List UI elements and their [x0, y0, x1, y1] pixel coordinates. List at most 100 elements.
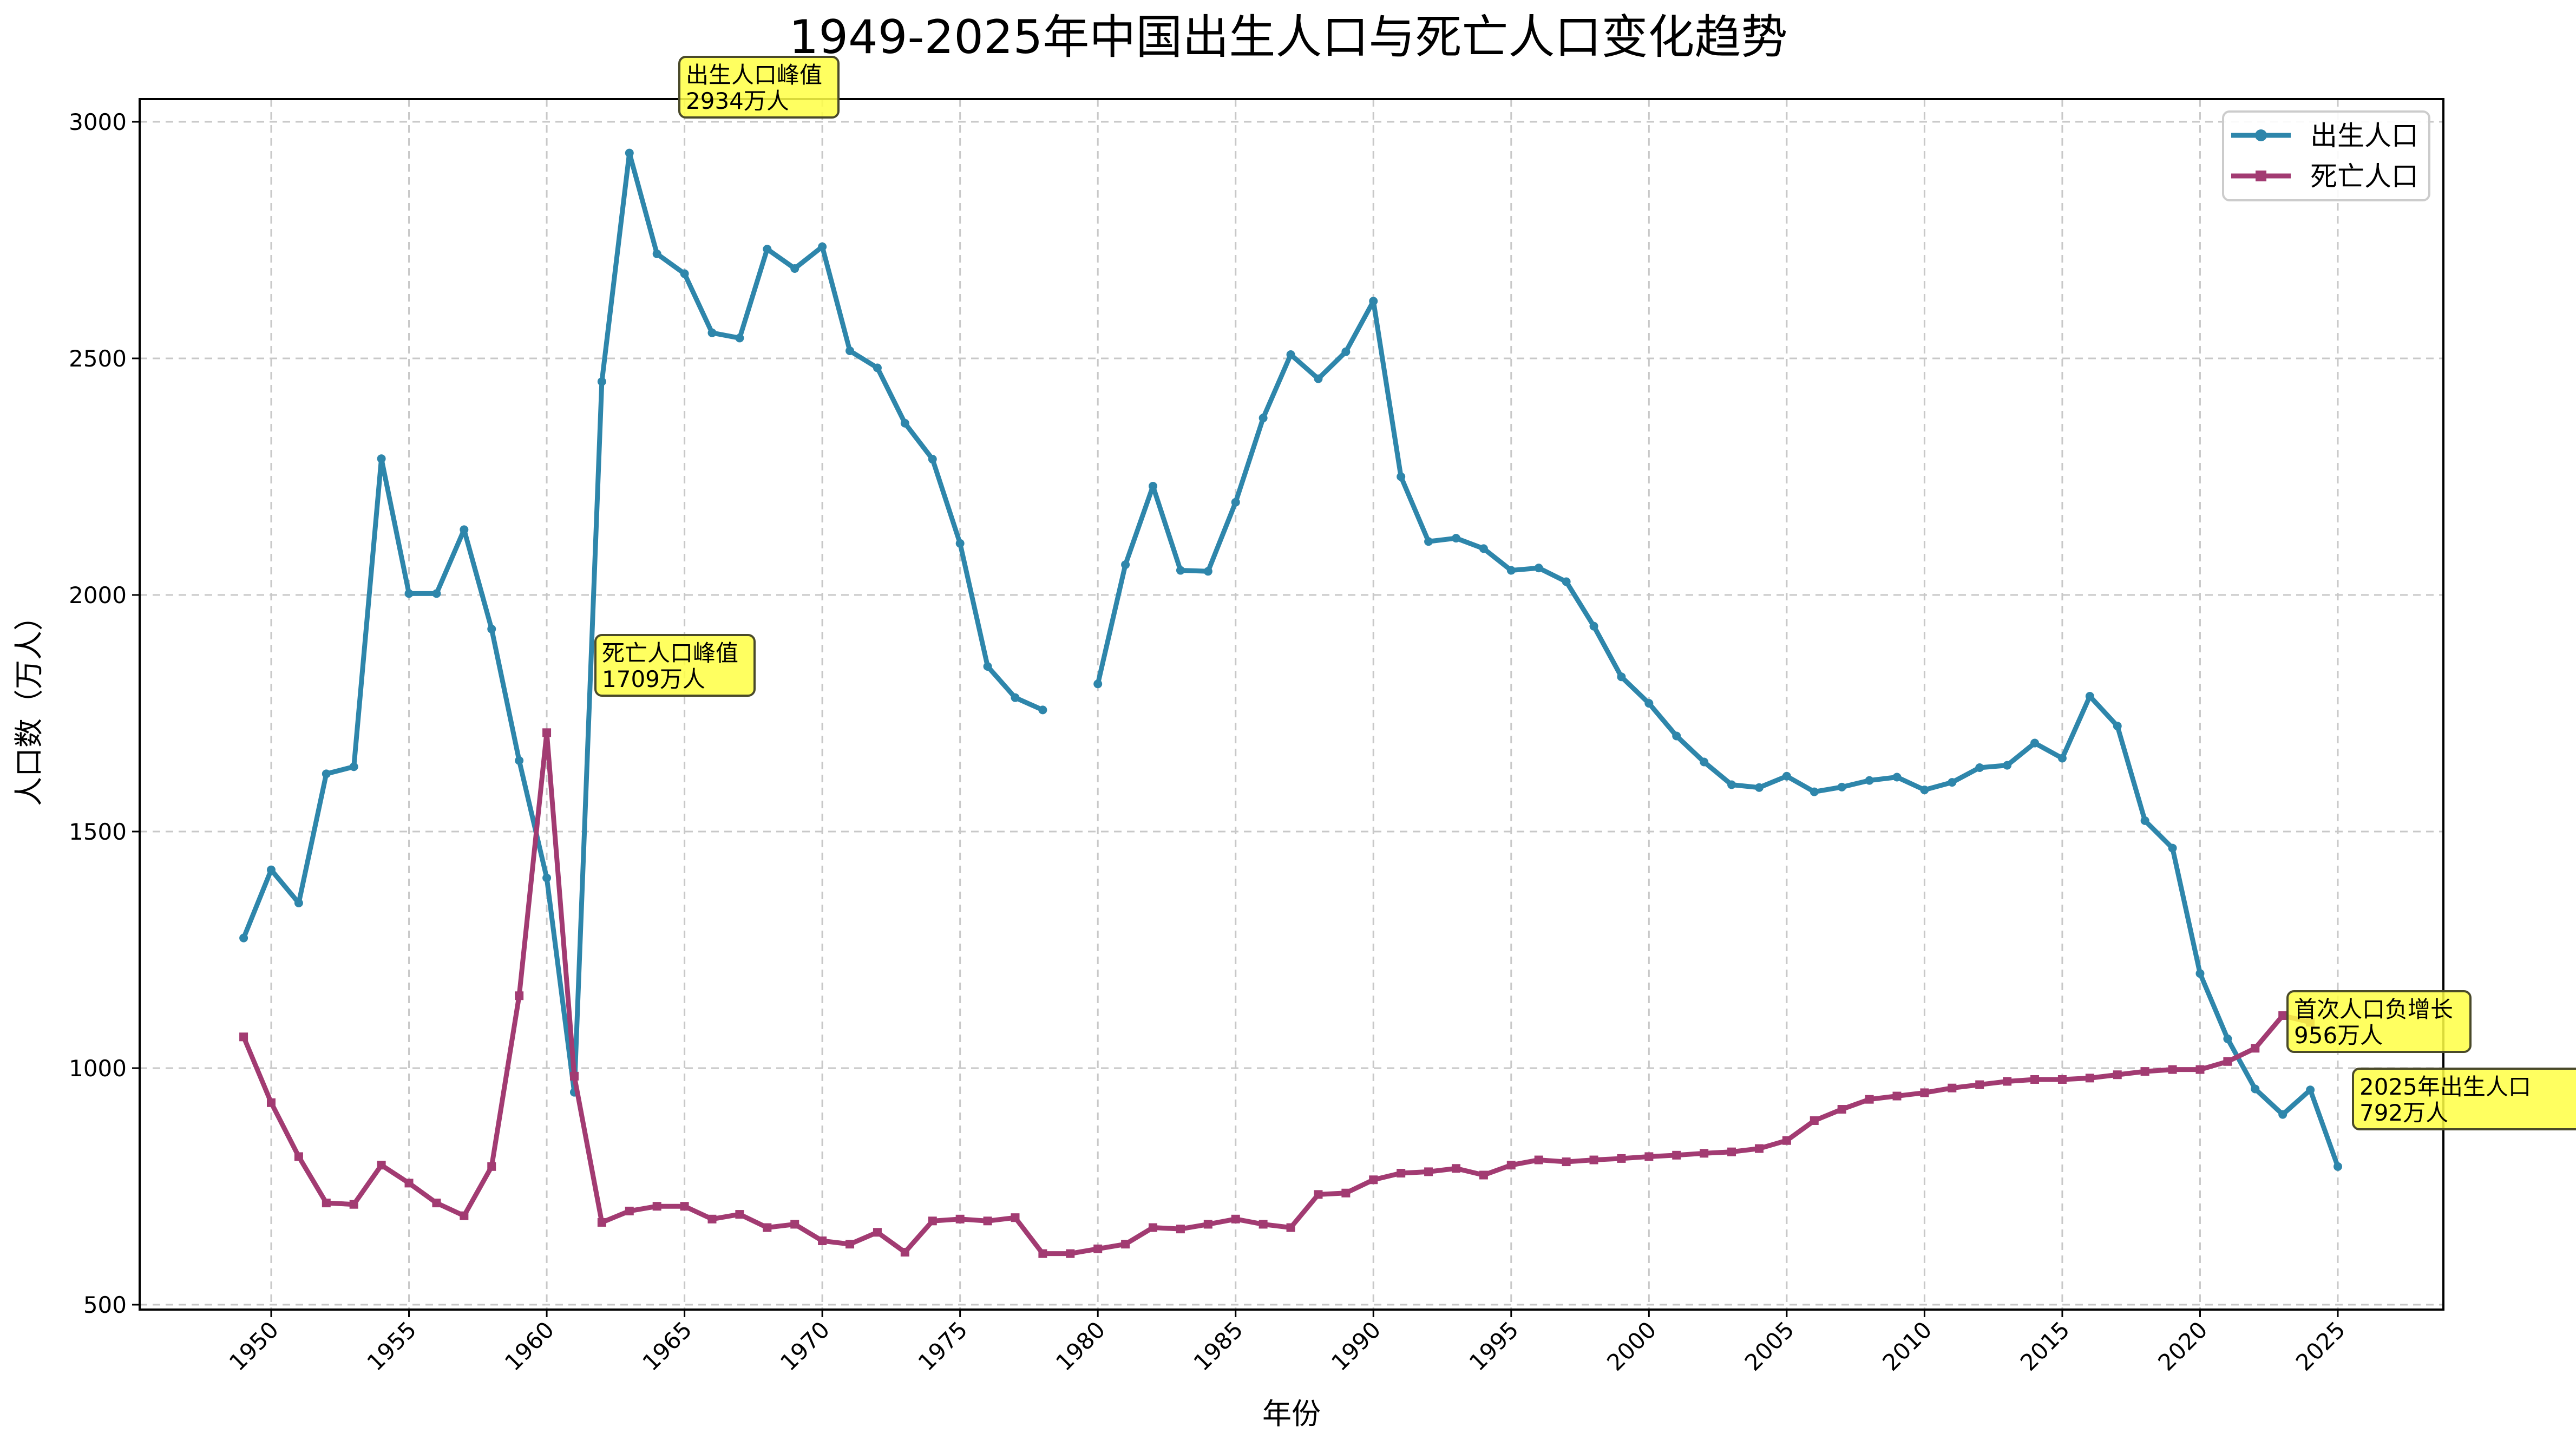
data-point[interactable] [983, 1216, 992, 1226]
data-point[interactable] [680, 269, 689, 278]
data-point[interactable] [1810, 787, 1819, 796]
data-point[interactable] [2003, 1077, 2012, 1086]
data-point[interactable] [707, 328, 717, 337]
data-point[interactable] [404, 1179, 414, 1188]
data-point[interactable] [267, 1098, 276, 1107]
data-point[interactable] [2030, 1075, 2040, 1084]
data-point[interactable] [1038, 1249, 1047, 1258]
data-point[interactable] [569, 1071, 579, 1081]
data-point[interactable] [1451, 534, 1460, 543]
data-point[interactable] [763, 245, 772, 254]
data-point[interactable] [460, 1211, 469, 1220]
data-point[interactable] [1562, 1157, 1571, 1167]
data-point[interactable] [983, 662, 992, 671]
data-point[interactable] [2195, 969, 2205, 978]
data-point[interactable] [1975, 763, 1984, 773]
data-point[interactable] [542, 728, 552, 737]
data-point[interactable] [1149, 481, 1158, 490]
data-point[interactable] [322, 1199, 331, 1208]
data-point[interactable] [1369, 1175, 1378, 1185]
data-point[interactable] [1892, 1091, 1902, 1101]
data-point[interactable] [818, 1236, 827, 1246]
data-point[interactable] [2334, 1162, 2342, 1171]
data-point[interactable] [294, 1152, 303, 1161]
data-point[interactable] [1176, 566, 1185, 575]
data-point[interactable] [432, 1199, 441, 1208]
data-point[interactable] [2140, 816, 2149, 825]
data-point[interactable] [818, 242, 827, 251]
data-point[interactable] [1948, 1083, 1957, 1092]
data-point[interactable] [1369, 297, 1378, 306]
data-point[interactable] [1424, 1167, 1433, 1176]
data-point[interactable] [763, 1223, 772, 1232]
data-point[interactable] [790, 1220, 799, 1229]
data-point[interactable] [1644, 699, 1654, 708]
data-point[interactable] [1038, 705, 1047, 715]
data-point[interactable] [1341, 1188, 1351, 1198]
data-point[interactable] [1617, 1154, 1626, 1163]
data-point[interactable] [597, 377, 606, 386]
data-point[interactable] [1589, 621, 1598, 631]
data-point[interactable] [1231, 1214, 1240, 1223]
data-point[interactable] [1479, 544, 1488, 553]
data-point[interactable] [1203, 1220, 1212, 1229]
data-point[interactable] [267, 865, 276, 874]
data-point[interactable] [1534, 564, 1543, 573]
data-point[interactable] [1727, 1147, 1736, 1156]
data-point[interactable] [625, 148, 634, 158]
data-point[interactable] [955, 539, 965, 548]
data-point[interactable] [1093, 1244, 1103, 1253]
data-point[interactable] [2223, 1034, 2232, 1043]
data-point[interactable] [294, 898, 303, 907]
data-point[interactable] [1011, 693, 1020, 702]
data-point[interactable] [1231, 498, 1240, 507]
data-point[interactable] [1286, 1223, 1295, 1232]
data-point[interactable] [1754, 783, 1764, 792]
data-point[interactable] [1672, 1150, 1681, 1160]
data-point[interactable] [1700, 757, 1709, 767]
data-point[interactable] [322, 769, 331, 778]
data-point[interactable] [1920, 786, 1929, 795]
data-point[interactable] [2140, 1067, 2149, 1076]
data-point[interactable] [487, 1162, 496, 1171]
data-point[interactable] [597, 1218, 606, 1227]
data-point[interactable] [1865, 776, 1874, 785]
data-point[interactable] [1948, 778, 1957, 787]
data-point[interactable] [2306, 1085, 2315, 1095]
data-point[interactable] [2251, 1044, 2260, 1053]
data-point[interactable] [1506, 566, 1516, 575]
data-point[interactable] [377, 454, 386, 463]
data-point[interactable] [900, 1247, 909, 1257]
data-point[interactable] [735, 1210, 744, 1219]
data-point[interactable] [432, 589, 441, 598]
data-point[interactable] [1121, 560, 1130, 570]
data-point[interactable] [1975, 1080, 1984, 1089]
data-point[interactable] [1700, 1149, 1709, 1158]
data-point[interactable] [845, 1240, 855, 1249]
data-point[interactable] [1176, 1225, 1185, 1234]
data-point[interactable] [1451, 1164, 1460, 1173]
data-point[interactable] [2113, 1070, 2122, 1079]
data-point[interactable] [487, 624, 496, 633]
data-point[interactable] [680, 1202, 689, 1211]
data-point[interactable] [1149, 1223, 1158, 1232]
data-point[interactable] [2195, 1065, 2205, 1074]
data-point[interactable] [1121, 1240, 1130, 1249]
data-point[interactable] [404, 589, 414, 598]
legend-item-birth[interactable]: 出生人口 [2231, 120, 2418, 152]
data-point[interactable] [1837, 782, 1846, 791]
data-point[interactable] [845, 346, 855, 356]
data-point[interactable] [2113, 722, 2122, 731]
data-point[interactable] [1892, 773, 1902, 782]
data-point[interactable] [1837, 1105, 1846, 1114]
data-point[interactable] [2278, 1011, 2287, 1020]
data-point[interactable] [1011, 1213, 1020, 1222]
data-point[interactable] [515, 991, 524, 1000]
data-point[interactable] [2168, 1065, 2177, 1074]
data-point[interactable] [2168, 843, 2177, 853]
data-point[interactable] [1589, 1155, 1598, 1164]
data-point[interactable] [1203, 567, 1212, 576]
data-point[interactable] [1479, 1170, 1488, 1180]
data-point[interactable] [1506, 1161, 1516, 1170]
data-point[interactable] [790, 264, 799, 273]
